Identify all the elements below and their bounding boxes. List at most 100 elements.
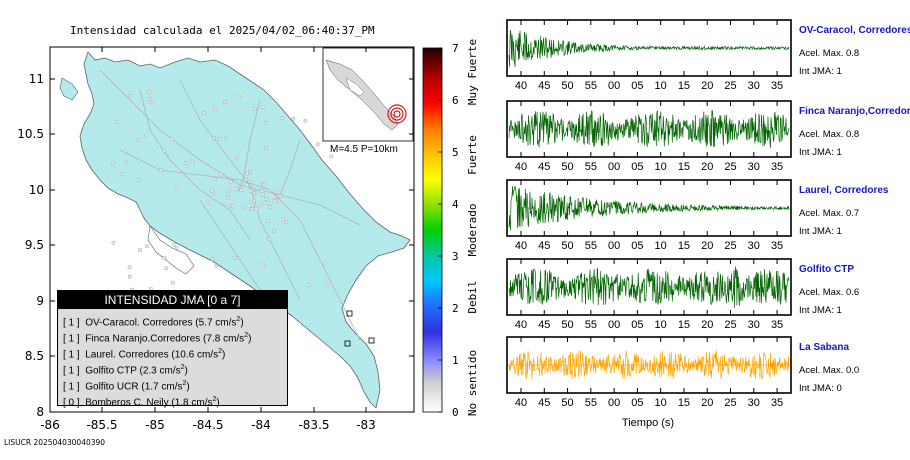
station-name: Finca Naranjo,Corredores	[799, 106, 910, 117]
town-marker	[261, 263, 266, 268]
legend-header: INTENSIDAD JMA [0 a 7]	[58, 291, 287, 309]
town-marker	[267, 237, 271, 241]
legend-row-end: )	[184, 365, 188, 377]
legend-row-level: [ 1 ]	[63, 349, 86, 361]
town-marker	[273, 199, 277, 203]
town-marker	[170, 137, 174, 141]
panel-x-tick-label: 15	[678, 161, 690, 173]
seismogram-trace	[508, 110, 790, 148]
panel-x-tick-label: 20	[701, 319, 713, 331]
town-marker	[162, 149, 167, 153]
legend-row-text: Laurel. Corredores (10.6 cm/s	[85, 349, 219, 361]
footer-id: LISUCR 202504030040390	[4, 438, 106, 447]
time-axis-label: Tiempo (s)	[622, 417, 674, 429]
town-marker	[325, 283, 330, 288]
station-name: OV-Caracol, Corredores	[799, 25, 910, 36]
seismogram-panel: 40 45 50 55 00 05 10 15 20 25 30 35	[506, 336, 792, 409]
town-marker	[266, 201, 270, 205]
seismogram-trace	[508, 350, 790, 380]
map-frame	[49, 46, 415, 413]
legend-row-level: [ 1 ]	[63, 333, 86, 345]
map-x-tick-label: -84	[251, 418, 271, 432]
colorbar-zone-label: Debil	[466, 280, 479, 313]
panel-x-tick-label: 00	[608, 80, 620, 92]
panel-x-tick-label: 20	[701, 240, 713, 252]
town-marker	[223, 100, 227, 104]
town-marker	[175, 246, 179, 250]
map-x-tick-label: -84.5	[192, 418, 223, 432]
panel-x-tick-label: 15	[678, 319, 690, 331]
legend-row: [ 1 ] Golfito CTP (2.3 cm/s2)	[58, 360, 287, 376]
panel-x-tick-label: 20	[701, 161, 713, 173]
panel-x-tick-label: 45	[538, 319, 550, 331]
panel-x-tick-label: 45	[538, 397, 550, 409]
legend-row-end: )	[221, 349, 226, 361]
panel-x-tick-label: 15	[678, 240, 690, 252]
legend-row-sup: 2	[244, 332, 249, 339]
town-marker	[124, 160, 128, 165]
town-marker	[229, 179, 233, 184]
town-marker	[128, 275, 132, 279]
town-marker	[137, 178, 141, 183]
town-marker	[243, 205, 247, 210]
legend-row-text: Finca Naranjo.Corredores (7.8 cm/s	[85, 333, 245, 345]
legend-row-end: )	[240, 317, 244, 329]
town-marker	[138, 248, 142, 252]
panel-x-tick-label: 00	[608, 240, 620, 252]
panel-x-tick-label: 35	[771, 397, 783, 409]
panel-x-tick-label: 40	[515, 240, 527, 252]
colorbar-tick-label: 0	[452, 406, 459, 419]
town-marker	[252, 198, 256, 203]
town-marker	[145, 244, 149, 248]
panel-x-tick-label: 35	[771, 319, 783, 331]
panel-frame	[506, 258, 792, 316]
colorbar-tick-label: 4	[452, 198, 459, 211]
panel-x-tick-label: 45	[538, 240, 550, 252]
legend-row: [ 1 ] Golfito UCR (1.7 cm/s2)	[58, 376, 287, 392]
legend-row-end: )	[248, 333, 252, 345]
map-x-tick-label: -86	[40, 418, 60, 432]
panel-x-tick-label: 10	[655, 161, 667, 173]
seismogram-panels: 40 45 50 55 00 05 10 15 20 25 30 35 40 45 50 55 00 05 10 15…	[506, 19, 792, 409]
panel-x-tick-label: 45	[538, 161, 550, 173]
town-marker	[115, 120, 119, 125]
town-marker	[174, 187, 178, 191]
town-marker	[273, 190, 277, 194]
town-marker	[218, 137, 222, 141]
panel-x-tick-label: 30	[748, 161, 760, 173]
seismogram-panel: 40 45 50 55 00 05 10 15 20 25 30 35	[506, 258, 792, 331]
panel-x-tick-label: 55	[585, 80, 597, 92]
station-max-accel: Acel. Max. 0.8	[799, 129, 860, 140]
station-name: Golfito CTP	[799, 264, 854, 275]
town-marker	[303, 118, 308, 123]
town-marker	[164, 266, 169, 271]
town-marker	[212, 136, 216, 140]
town-marker	[233, 255, 237, 260]
town-marker	[278, 194, 282, 198]
town-marker	[249, 180, 253, 184]
station-max-accel: Acel. Max. 0.7	[799, 208, 860, 219]
panel-x-tick-label: 40	[515, 397, 527, 409]
panel-x-tick-label: 05	[631, 80, 643, 92]
intensity-colorbar	[422, 47, 443, 413]
town-marker	[147, 89, 152, 94]
inset-label: M=4.5 P=10km	[330, 144, 398, 155]
figure-title: Intensidad calculada el 2025/04/02_06:40…	[70, 24, 375, 37]
legend-row-text: Bomberos C. Neily (1.8 cm/s	[85, 397, 213, 409]
map-y-tick-label: 9.5	[25, 238, 44, 252]
panel-x-tick-label: 55	[585, 397, 597, 409]
panel-x-tick-label: 00	[608, 319, 620, 331]
panel-x-tick-label: 10	[655, 80, 667, 92]
road-network	[99, 69, 361, 341]
town-marker	[253, 107, 257, 111]
panel-x-tick-label: 05	[631, 240, 643, 252]
legend-rows: [ 1 ] OV-Caracol. Corredores (5.7 cm/s2)…	[58, 309, 287, 408]
town-marker	[261, 192, 265, 197]
intensity-legend: INTENSIDAD JMA [0 a 7] [ 1 ] OV-Caracol.…	[57, 290, 288, 408]
panel-x-tick-label: 15	[678, 397, 690, 409]
map-x-tick-label: -85	[145, 418, 165, 432]
panel-x-tick-label: 50	[561, 80, 573, 92]
town-marker	[219, 172, 224, 177]
panel-x-tick-label: 35	[771, 80, 783, 92]
